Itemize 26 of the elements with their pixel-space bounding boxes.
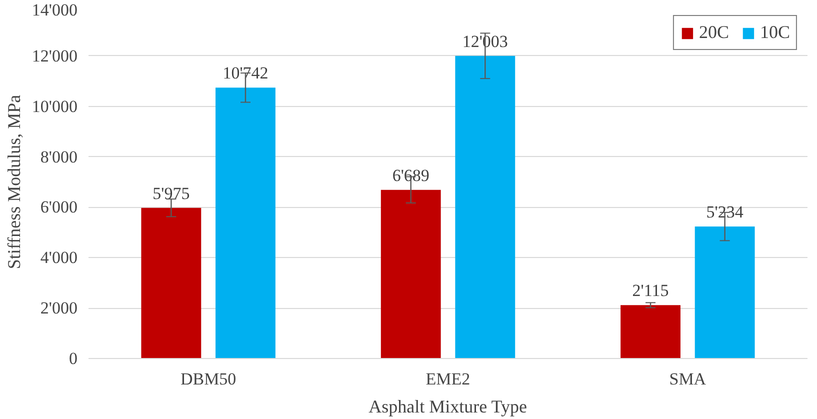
y-tick-label: 2'000 (40, 298, 78, 318)
data-label: 6'689 (392, 166, 430, 185)
x-tick-label: DBM50 (180, 370, 236, 388)
x-tick-label: SMA (669, 370, 707, 388)
data-label: 5'975 (152, 184, 190, 203)
x-axis-title: Asphalt Mixture Type (368, 396, 528, 416)
bar (216, 88, 276, 358)
y-tick-label: 4'000 (40, 248, 78, 268)
y-tick-label: 6'000 (40, 198, 78, 217)
y-axis-title: Stiffness Modulus, MPa (4, 94, 24, 270)
data-label: 5'234 (706, 202, 744, 222)
bar (694, 226, 755, 358)
x-tick-label: EME2 (426, 370, 470, 388)
bar (380, 190, 441, 358)
data-label: 10'742 (222, 64, 268, 83)
legend-label: 20C (698, 22, 729, 43)
bar (620, 305, 680, 358)
y-tick-label: 14'000 (32, 0, 78, 20)
y-tick-label: 8'000 (40, 147, 78, 166)
y-tick-label: 10'000 (32, 96, 78, 116)
data-label: 2'115 (632, 281, 669, 300)
y-tick-label: 12'000 (32, 46, 78, 66)
bar (141, 208, 202, 358)
y-tick-label: 0 (69, 349, 78, 368)
legend-label: 10C (760, 22, 790, 43)
bar (455, 56, 516, 358)
